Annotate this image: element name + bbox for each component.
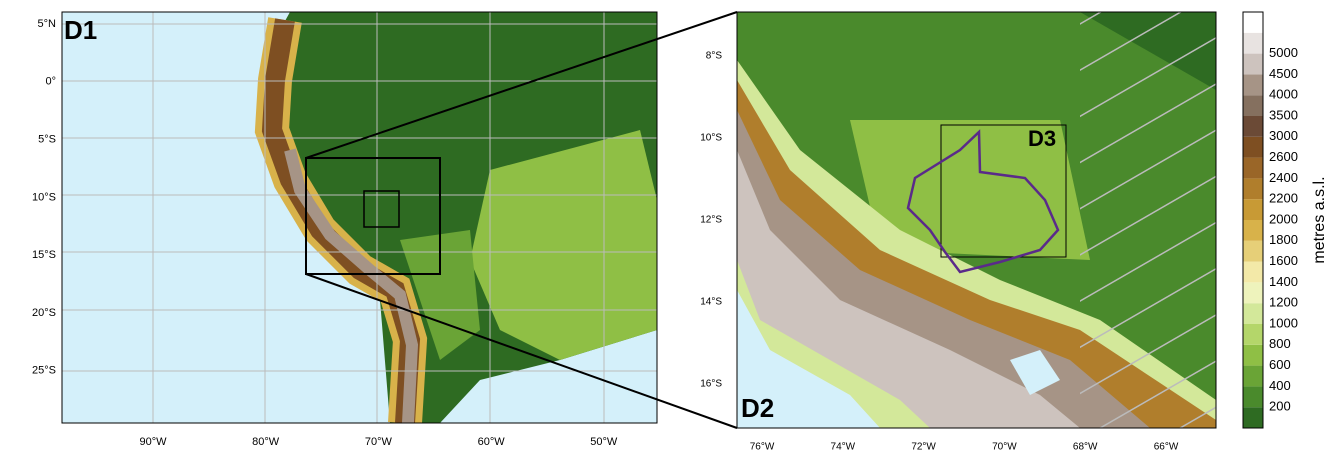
colorbar-label: 2600: [1269, 149, 1298, 164]
colorbar-label: 1400: [1269, 274, 1298, 289]
y-tick-label: 10°S: [700, 133, 722, 144]
panel-label: D1: [64, 15, 97, 45]
colorbar-bin: [1243, 261, 1263, 283]
y-tick-label: 15°S: [32, 249, 56, 261]
colorbar-bin: [1243, 365, 1263, 387]
y-tick-label: 5°N: [38, 18, 57, 30]
colorbar-bin: [1243, 240, 1263, 262]
x-tick-label: 60°W: [478, 436, 506, 448]
colorbar-label: 4500: [1269, 66, 1298, 81]
colorbar-bin: [1243, 386, 1263, 408]
colorbar-label: 2400: [1269, 170, 1298, 185]
x-tick-label: 72°W: [911, 442, 936, 453]
y-tick-label: 25°S: [32, 365, 56, 377]
panel-label: D2: [741, 393, 774, 423]
y-tick-label: 14°S: [700, 297, 722, 308]
colorbar-bin: [1243, 136, 1263, 158]
y-tick-label: 5°S: [38, 134, 56, 146]
colorbar-bin: [1243, 282, 1263, 304]
colorbar: 200 400 600 800 1000 1200 1400 1600 1800 2000 2200…: [1242, 11, 1298, 429]
x-tick-label: 50°W: [590, 436, 618, 448]
map-d1: [62, 12, 657, 423]
x-tick-label: 90°W: [139, 436, 167, 448]
y-tick-label: 12°S: [700, 215, 722, 226]
colorbar-label: 1000: [1269, 315, 1298, 330]
colorbar-bin: [1243, 157, 1263, 179]
colorbar-label: 200: [1269, 399, 1291, 414]
inset-label: D3: [1028, 126, 1056, 151]
colorbar-bin: [1243, 32, 1263, 54]
colorbar-bin: [1243, 116, 1263, 137]
y-tick-label: 0°: [45, 76, 56, 88]
colorbar-label: 2000: [1269, 211, 1298, 226]
colorbar-title: metres a.s.l.: [1311, 176, 1328, 263]
x-tick-label: 80°W: [252, 436, 280, 448]
colorbar-label: 1800: [1269, 232, 1298, 247]
colorbar-bin: [1243, 344, 1263, 366]
x-tick-label: 70°W: [992, 442, 1017, 453]
colorbar-label: 600: [1269, 357, 1291, 372]
colorbar-bin: [1243, 53, 1263, 75]
y-tick-label: 16°S: [700, 379, 722, 390]
y-tick-label: 20°S: [32, 307, 56, 319]
colorbar-label: 4000: [1269, 87, 1298, 102]
colorbar-label: 1600: [1269, 253, 1298, 268]
y-tick-label: 10°S: [32, 191, 56, 203]
colorbar-bin: [1243, 324, 1263, 345]
x-tick-label: 74°W: [831, 442, 856, 453]
colorbar-bin: [1243, 303, 1263, 324]
map-d2: [737, 12, 1216, 428]
colorbar-label: 5000: [1269, 45, 1298, 60]
colorbar-label: 1200: [1269, 295, 1298, 310]
colorbar-label: 3000: [1269, 128, 1298, 143]
colorbar-bin: [1243, 220, 1263, 241]
colorbar-bin: [1243, 74, 1263, 96]
colorbar-label: 800: [1269, 336, 1291, 351]
colorbar-bin: [1243, 12, 1263, 33]
y-tick-label: 8°S: [706, 51, 723, 62]
colorbar-label: 2200: [1269, 191, 1298, 206]
x-tick-label: 76°W: [750, 442, 775, 453]
colorbar-bin: [1243, 199, 1263, 220]
x-tick-label: 70°W: [365, 436, 393, 448]
x-tick-label: 68°W: [1073, 442, 1098, 453]
colorbar-label: 400: [1269, 378, 1291, 393]
colorbar-label: 3500: [1269, 107, 1298, 122]
colorbar-frame: [1242, 11, 1264, 429]
colorbar-bin: [1243, 178, 1263, 200]
x-tick-label: 66°W: [1154, 442, 1179, 453]
colorbar-bin: [1243, 95, 1263, 116]
colorbar-bin: [1243, 407, 1263, 428]
ticks: 5°N 0° 5°S 10°S 15°S 20°S 25°S 90°W 80°W 70°W 60°W…: [32, 18, 1179, 453]
